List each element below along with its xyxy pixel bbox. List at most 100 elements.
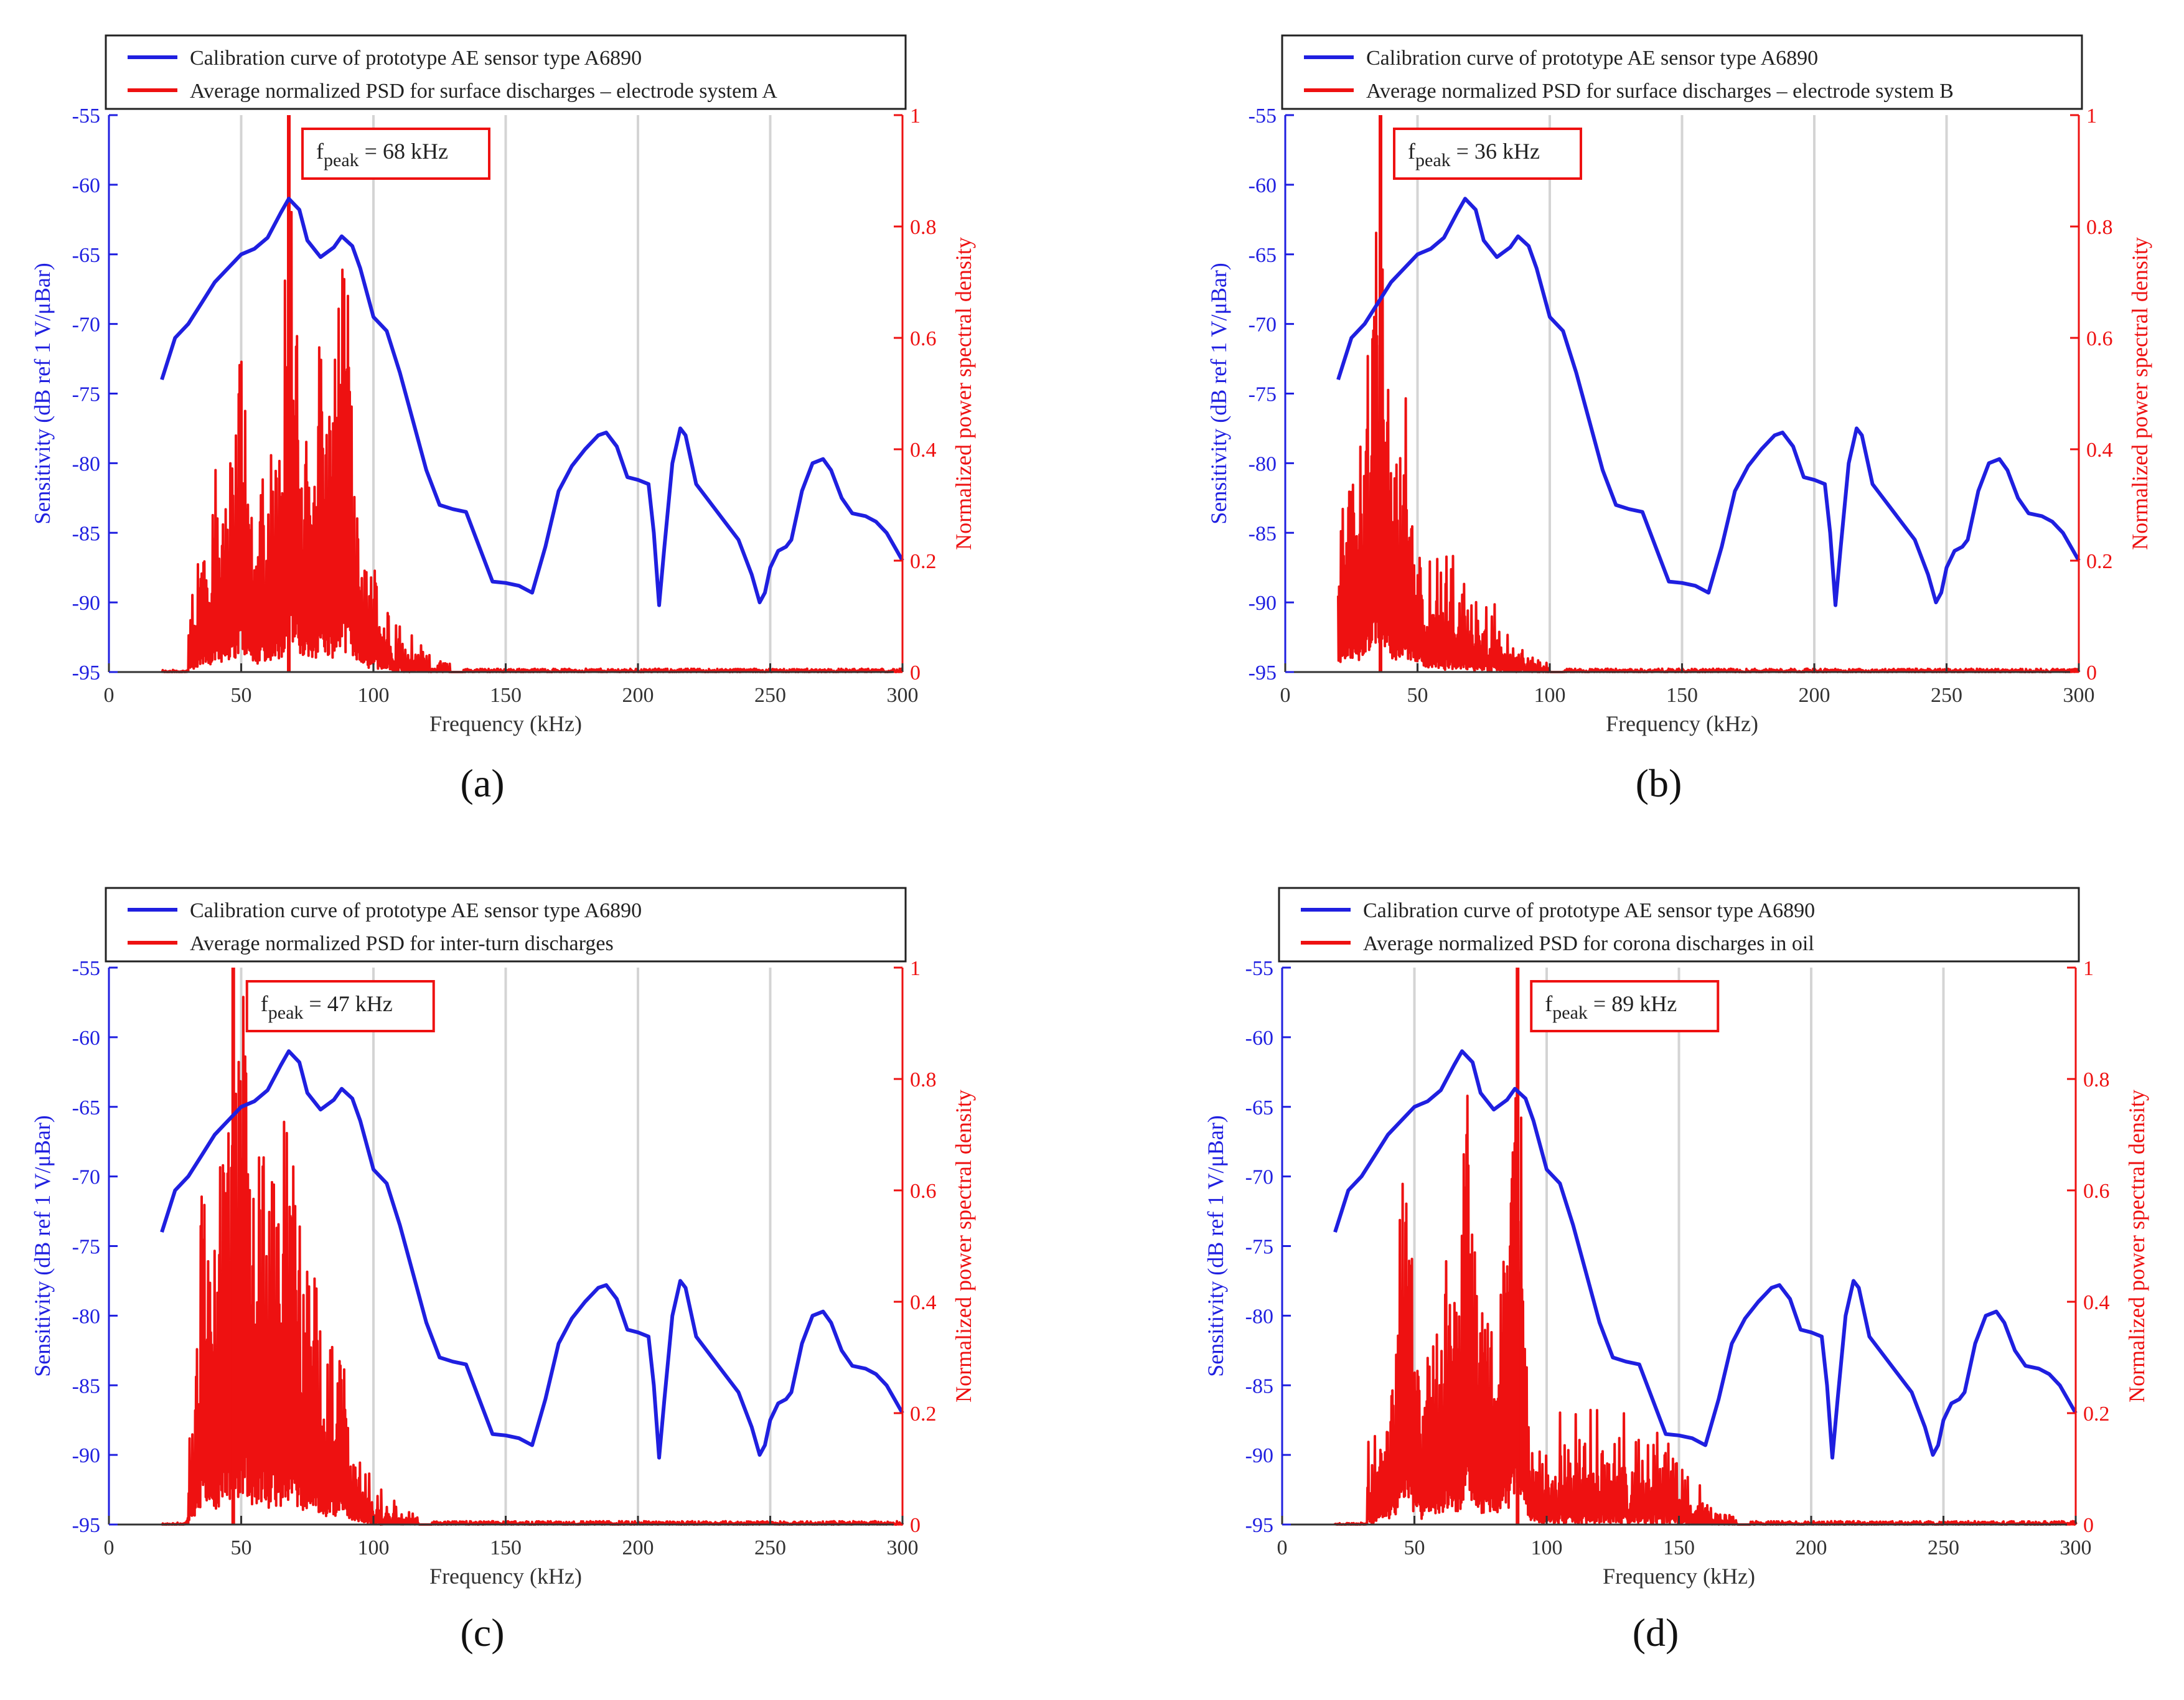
y-left-tick-label: -90 [1249,592,1277,615]
y-left-tick-label: -95 [1249,661,1277,684]
fpeak-label: fpeak = 68 kHz [316,139,448,170]
x-tick-label: 0 [1277,1536,1288,1559]
fpeak-annotation: fpeak = 36 kHz [1393,128,1582,180]
calibration-series [1336,197,2081,607]
y-left-tick-label: -85 [72,522,100,545]
legend-entry-calibration: Calibration curve of prototype AE sensor… [190,899,642,922]
y-left-tick-label: -70 [72,1166,100,1189]
y-left-tick-label: -80 [1249,452,1277,475]
y-left-tick-label: -60 [72,1027,100,1050]
x-tick-label: 0 [104,684,115,707]
y-right-axis-label: Normalized power spectral density [951,1090,976,1403]
y-right-tick-label: 0.8 [910,216,937,239]
y-right-tick-label: 0.4 [910,1291,937,1314]
y-left-tick-label: -95 [72,1514,100,1537]
y-left-tick-label: -80 [72,452,100,475]
x-tick-label: 50 [1407,684,1428,707]
subfigure-label: (b) [1636,761,1682,805]
y-right-tick-label: 0.6 [2083,1180,2110,1203]
x-tick-label: 150 [1663,1536,1695,1559]
x-axis-label: Frequency (kHz) [1603,1564,1755,1589]
x-tick-label: 0 [1280,684,1291,707]
fpeak-annotation: fpeak = 89 kHz [1530,980,1720,1032]
y-left-tick-label: -75 [72,1236,100,1259]
legend-box [1281,34,2083,110]
x-axis-label: Frequency (kHz) [429,711,582,736]
subfigure-label: (c) [460,1610,504,1655]
y-right-axis-label: Normalized power spectral density [2124,1090,2149,1403]
y-left-tick-label: -80 [1245,1305,1273,1328]
y-right-tick-label: 0 [2083,1514,2094,1537]
y-right-tick-label: 0.2 [910,550,937,573]
x-tick-label: 200 [1796,1536,1827,1559]
x-tick-label: 100 [1534,684,1566,707]
calibration-series [1333,1049,2078,1460]
y-right-tick-label: 1 [910,957,921,980]
fpeak-annotation: fpeak = 68 kHz [301,128,490,180]
legend-entry-calibration: Calibration curve of prototype AE sensor… [190,47,642,70]
fpeak-sub: peak [1415,150,1451,170]
y-right-tick-label: 0 [910,1514,921,1537]
y-left-tick-label: -65 [1245,1096,1273,1119]
fpeak-annotation: fpeak = 47 kHz [245,980,435,1032]
fpeak-f: f [1408,139,1415,164]
y-left-tick-label: -85 [1249,522,1277,545]
x-tick-label: 0 [104,1536,115,1559]
y-right-axis-label: Normalized power spectral density [951,237,976,550]
fpeak-sub: peak [324,150,359,170]
x-tick-label: 200 [622,684,654,707]
y-right-tick-label: 1 [2086,105,2097,128]
legend-box [1278,887,2080,963]
subfigure-label: (d) [1633,1610,1679,1655]
y-right-tick-label: 0.2 [2083,1403,2110,1426]
y-left-tick-label: -90 [72,592,100,615]
y-left-tick-label: -75 [1249,383,1277,406]
y-left-axis-label: Sensitivity (dB ref 1 V/μBar) [30,263,55,525]
y-left-tick-label: -70 [1245,1166,1273,1189]
legend-entry-psd: Average normalized PSD for corona discha… [1363,932,1814,955]
y-right-tick-label: 0.4 [2086,439,2113,462]
x-tick-label: 150 [1666,684,1698,707]
x-tick-label: 150 [490,684,522,707]
calibration-series [160,1049,904,1460]
x-tick-label: 150 [490,1536,522,1559]
y-right-tick-label: 0 [910,661,921,684]
fpeak-value: = 89 kHz [1588,991,1677,1016]
y-left-tick-label: -55 [1249,105,1277,128]
legend: Calibration curve of prototype AE sensor… [1281,34,2083,110]
psd-series [161,210,904,673]
fpeak-box [1393,128,1582,180]
y-right-tick-label: 0.2 [910,1403,937,1426]
panel-c: 0 50 100 150 200 250 300 -95 -90 -85 -80 -75 -70 -65 -… [30,887,976,1589]
legend-entry-psd: Average normalized PSD for surface disch… [190,80,777,103]
y-left-axis-label: Sensitivity (dB ref 1 V/μBar) [1206,263,1231,525]
legend-entry-psd: Average normalized PSD for surface disch… [1366,80,1954,103]
y-left-tick-label: -60 [72,174,100,197]
x-tick-label: 300 [887,684,919,707]
x-tick-label: 50 [231,1536,252,1559]
subfigure-label: (a) [460,761,504,805]
y-left-tick-label: -90 [72,1444,100,1467]
x-tick-label: 250 [754,684,786,707]
y-left-tick-label: -85 [72,1375,100,1398]
y-left-tick-label: -65 [72,244,100,267]
y-left-tick-label: -85 [1245,1375,1273,1398]
x-tick-label: 250 [754,1536,786,1559]
fpeak-value: = 47 kHz [303,991,392,1016]
y-left-tick-label: -95 [1245,1514,1273,1537]
y-left-tick-label: -60 [1249,174,1277,197]
fpeak-value: = 36 kHz [1451,139,1540,164]
y-left-tick-label: -55 [1245,957,1273,980]
x-tick-label: 200 [1799,684,1830,707]
y-right-axis-label: Normalized power spectral density [2127,237,2152,550]
legend-box [105,34,907,110]
y-left-tick-label: -75 [72,383,100,406]
fpeak-label: fpeak = 89 kHz [1545,991,1677,1023]
y-left-tick-label: -55 [72,957,100,980]
y-right-tick-label: 0.4 [910,439,937,462]
fpeak-sub: peak [1552,1002,1588,1023]
fpeak-box [301,128,490,180]
panel-d: 0 50 100 150 200 250 300 -95 -90 -85 -80 -75 -70 -65 -… [1203,887,2149,1589]
y-left-tick-label: -60 [1245,1027,1273,1050]
y-right-tick-label: 1 [2083,957,2094,980]
